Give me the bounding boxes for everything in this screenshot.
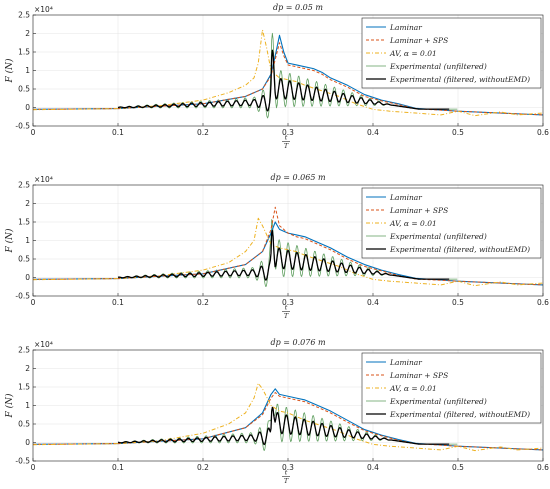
chart-panel-3: 0 0.1 0.2 0.3 0.4 0.5 0.6-0.500.511.522.5×10⁴ d…	[4, 338, 549, 485]
x-axis-label-denominator: T	[284, 142, 289, 150]
y-tick-label: 1.5	[18, 383, 30, 392]
legend-label: Experimental (filtered, withoutEMD)	[389, 410, 530, 419]
chart-panel-2: 0 0.1 0.2 0.3 0.4 0.5 0.6-0.500.511.522.5×10⁴ d…	[4, 173, 549, 320]
y-tick-label: 2.5	[18, 346, 30, 355]
x-tick-label: 0.5	[452, 128, 464, 137]
legend-label: Laminar + SPS	[389, 36, 448, 45]
series-group	[33, 382, 543, 452]
legend-label: Experimental (unfiltered)	[389, 232, 487, 241]
x-tick-label: 0.2	[197, 128, 209, 137]
y-axis-label: F (N)	[4, 58, 15, 83]
legend-label: Laminar + SPS	[389, 206, 448, 215]
y-tick-label: 2.5	[18, 11, 30, 20]
y-tick-label: -0.5	[15, 457, 30, 466]
legend-label: Laminar	[389, 23, 422, 32]
y-tick-label: 2	[25, 364, 30, 373]
legend-label: Experimental (filtered, withoutEMD)	[389, 75, 530, 84]
x-tick-label: 0	[31, 128, 36, 137]
x-tick-label: 0.2	[197, 298, 209, 307]
y-tick-label: -0.5	[15, 122, 30, 131]
legend-label: Laminar + SPS	[389, 371, 448, 380]
y-tick-label: 0.5	[18, 255, 30, 264]
y-tick-label: 0	[25, 438, 30, 447]
series-line-5	[117, 229, 450, 281]
y-tick-label: 2	[25, 29, 30, 38]
x-tick-label: 0.6	[537, 463, 549, 472]
legend: Laminar Laminar + SPS AV, α = 0.01 Experime…	[361, 187, 542, 259]
series-line-5	[117, 406, 450, 446]
x-tick-label: 0	[31, 298, 36, 307]
y-tick-label: -0.5	[15, 292, 30, 301]
y-exponent-label: ×10⁴	[34, 340, 53, 349]
y-tick-label: 0.5	[18, 420, 30, 429]
x-tick-label: 0	[31, 463, 36, 472]
legend-label: AV, α = 0.01	[389, 384, 437, 393]
y-tick-label: 1.5	[18, 48, 30, 57]
x-tick-label: 0.3	[282, 128, 294, 137]
x-tick-label: 0.2	[197, 463, 209, 472]
y-tick-label: 2.5	[18, 181, 30, 190]
series-line-2	[33, 42, 543, 116]
y-exponent-label: ×10⁴	[34, 5, 53, 14]
chart-title: dp = 0.05 m	[273, 3, 323, 12]
legend-label: Laminar	[389, 193, 422, 202]
series-line-3	[33, 217, 543, 287]
y-tick-label: 1	[25, 66, 30, 75]
x-tick-label: 0.5	[452, 463, 464, 472]
x-axis-label-denominator: T	[284, 477, 289, 485]
y-axis-label: F (N)	[4, 228, 15, 253]
x-tick-label: 0.4	[367, 298, 379, 307]
y-tick-label: 0	[25, 273, 30, 282]
legend-label: Experimental (filtered, withoutEMD)	[389, 245, 530, 254]
legend-label: Experimental (unfiltered)	[389, 62, 487, 71]
x-tick-label: 0.5	[452, 298, 464, 307]
x-tick-label: 0.3	[282, 298, 294, 307]
legend-box	[361, 187, 542, 259]
x-axis-label-denominator: T	[284, 312, 289, 320]
x-axis-label-numerator: t	[285, 134, 288, 142]
axes-frame	[32, 184, 544, 297]
legend-label: Laminar	[389, 358, 422, 367]
legend-box	[361, 352, 542, 424]
x-tick-label: 0.1	[112, 463, 124, 472]
legend-box	[361, 17, 542, 89]
axes-frame	[32, 14, 544, 127]
legend-label: Experimental (unfiltered)	[389, 397, 487, 406]
series-group	[33, 206, 543, 287]
legend-label: AV, α = 0.01	[389, 219, 437, 228]
x-axis-label-numerator: t	[285, 469, 288, 477]
chart-title: dp = 0.076 m	[270, 338, 325, 347]
x-tick-label: 0.6	[537, 128, 549, 137]
x-tick-label: 0.1	[112, 128, 124, 137]
y-tick-label: 1	[25, 401, 30, 410]
x-tick-label: 0.1	[112, 298, 124, 307]
y-axis-label: F (N)	[4, 393, 15, 418]
y-tick-label: 2	[25, 199, 30, 208]
chart-panel-1: 0 0.1 0.2 0.3 0.4 0.5 0.6-0.500.511.522.5×10⁴ d…	[4, 3, 549, 150]
x-tick-label: 0.3	[282, 463, 294, 472]
x-tick-label: 0.4	[367, 128, 379, 137]
y-tick-label: 0	[25, 103, 30, 112]
legend: Laminar Laminar + SPS AV, α = 0.01 Experime…	[361, 17, 542, 89]
legend-label: AV, α = 0.01	[389, 49, 437, 58]
series-line-3	[33, 29, 543, 117]
series-group	[33, 29, 543, 119]
legend: Laminar Laminar + SPS AV, α = 0.01 Experime…	[361, 352, 542, 424]
y-tick-label: 1	[25, 236, 30, 245]
axes-frame	[32, 349, 544, 462]
chart-title: dp = 0.065 m	[270, 173, 325, 182]
y-exponent-label: ×10⁴	[34, 175, 53, 184]
y-tick-label: 0.5	[18, 85, 30, 94]
y-tick-label: 1.5	[18, 218, 30, 227]
series-line-5	[117, 49, 450, 112]
x-tick-label: 0.6	[537, 298, 549, 307]
x-axis-label-numerator: t	[285, 304, 288, 312]
series-line-3	[33, 382, 543, 452]
x-tick-label: 0.4	[367, 463, 379, 472]
